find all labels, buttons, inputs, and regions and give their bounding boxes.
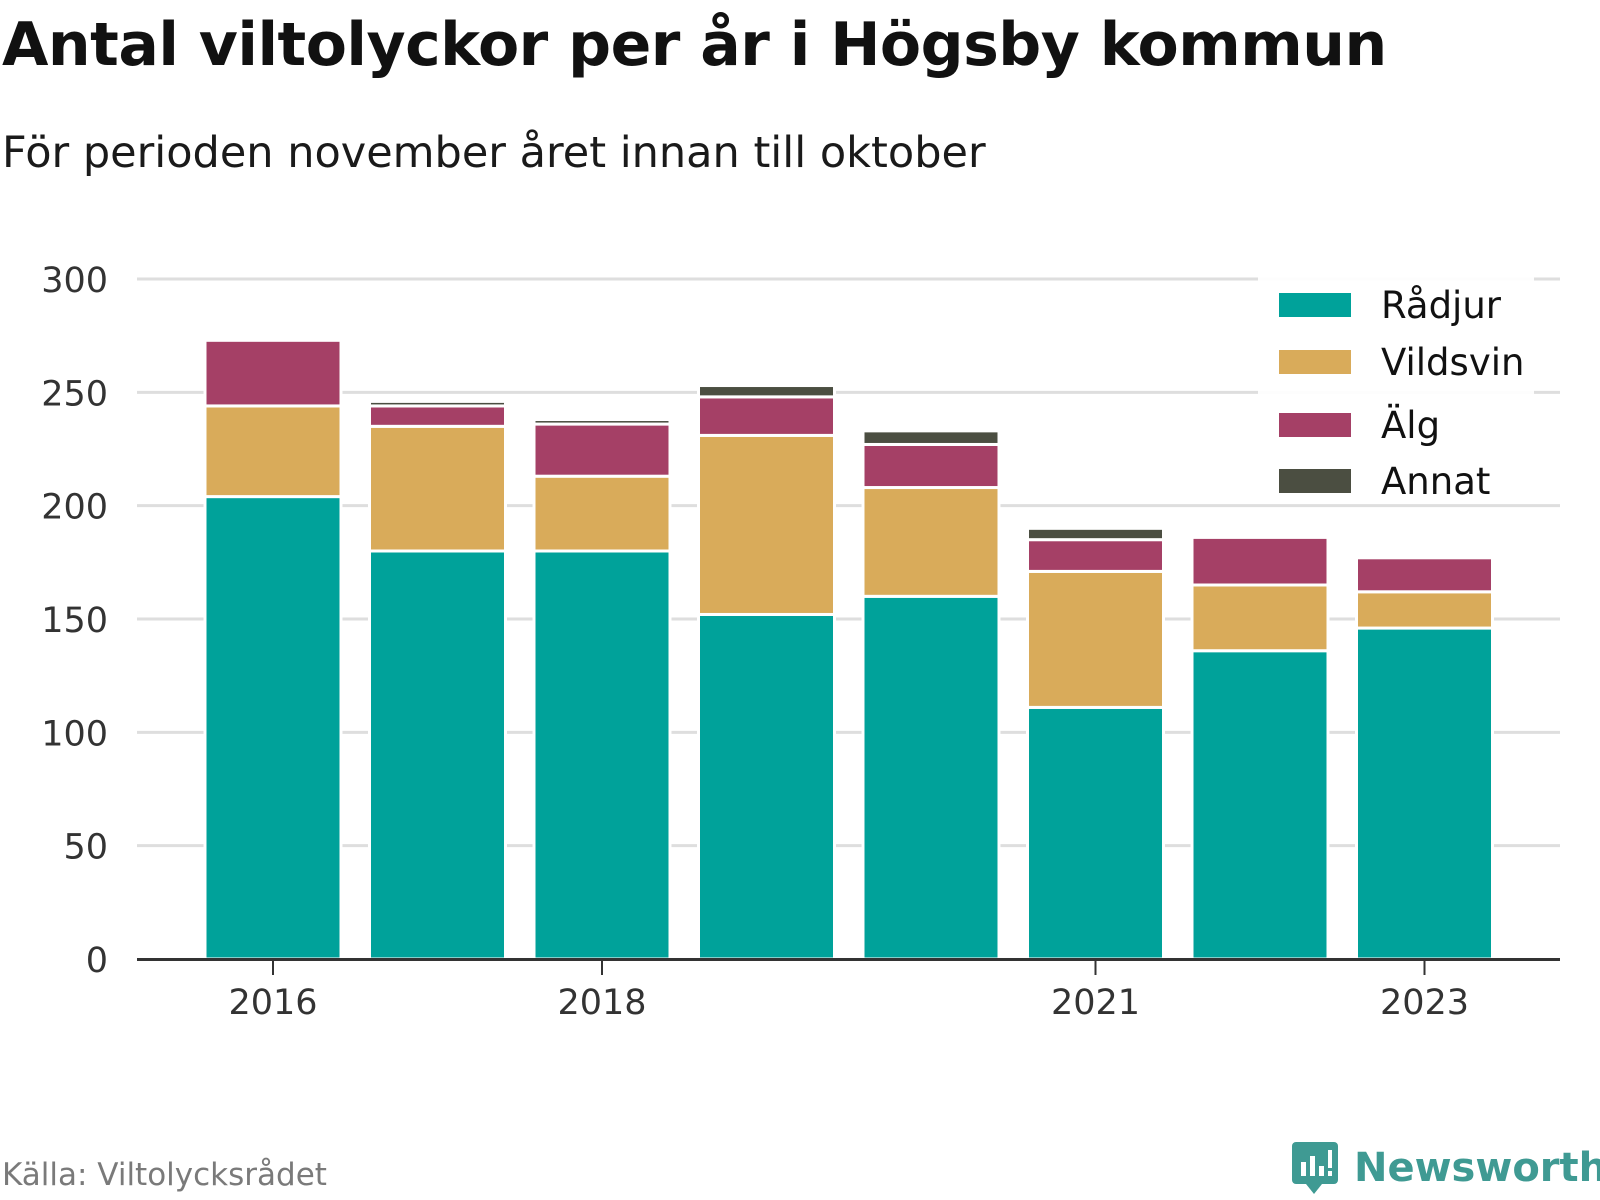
bar-segment	[1026, 569, 1165, 709]
bar-segment	[1355, 626, 1494, 961]
legend-swatch	[1279, 293, 1351, 317]
y-tick-label: 100	[41, 714, 108, 754]
y-tick-label: 150	[41, 601, 108, 641]
legend: Rådjur Vildsvin Älg Annat	[1258, 276, 1534, 504]
bar-segment	[1026, 526, 1165, 542]
bar-segment	[532, 549, 672, 961]
bar-segment	[1026, 538, 1165, 573]
chart-title: Antal viltolyckor per år i Högsby kommun	[2, 10, 1387, 80]
x-axis-ticks: 2016 2018 2021 2023	[228, 959, 1469, 1023]
bar-segment	[861, 442, 1001, 490]
bar-segment	[697, 384, 836, 399]
x-tick-label: 2021	[1051, 983, 1140, 1023]
bars	[203, 336, 1494, 961]
y-tick-label: 50	[63, 828, 108, 868]
y-tick-label: 200	[41, 488, 108, 528]
bar-segment	[368, 399, 507, 408]
bar-segment	[1355, 556, 1494, 594]
bar-segment	[203, 338, 343, 408]
bar-segment	[861, 429, 1001, 446]
bar-segment	[203, 336, 343, 342]
bar-segment	[697, 395, 836, 437]
x-tick-label: 2023	[1380, 983, 1469, 1023]
bar-segment	[1026, 705, 1165, 961]
legend-swatch	[1279, 469, 1351, 493]
chart-subtitle: För perioden november året innan till ok…	[2, 128, 986, 178]
bar-segment	[368, 424, 507, 553]
newsworthy-logo-icon	[1292, 1142, 1338, 1194]
legend-label: Älg	[1381, 404, 1440, 447]
y-tick-label: 0	[86, 941, 108, 981]
bar-segment	[1190, 535, 1330, 587]
bar-segment	[532, 422, 672, 478]
y-tick-label: 300	[41, 261, 108, 301]
y-tick-label: 250	[41, 374, 108, 414]
legend-label: Vildsvin	[1381, 341, 1524, 384]
bar-segment	[861, 486, 1001, 598]
bar-segment	[1190, 649, 1330, 961]
source-note: Källa: Viltolycksrådet	[2, 1157, 327, 1193]
bar-segment	[697, 612, 836, 961]
bar-segment	[861, 594, 1001, 961]
bar-segment	[368, 549, 507, 961]
bar-segment	[203, 404, 343, 499]
stacked-bar-chart: 0 50 100 150 200 250 300 2016 2018 2021 2023 Rådj…	[41, 261, 1560, 1023]
bar-segment	[697, 433, 836, 616]
x-tick-label: 2016	[228, 983, 317, 1023]
bar-segment	[203, 495, 343, 961]
brand-logo: Newsworthy	[1290, 1140, 1600, 1196]
bar-segment	[368, 404, 507, 428]
brand-name: Newsworthy	[1354, 1145, 1600, 1191]
bar-segment	[1190, 583, 1330, 653]
y-axis-ticks: 0 50 100 150 200 250 300	[41, 261, 108, 981]
bar-segment	[532, 474, 672, 553]
x-tick-label: 2018	[557, 983, 646, 1023]
legend-swatch	[1279, 350, 1351, 374]
legend-label: Rådjur	[1381, 284, 1502, 327]
legend-label: Annat	[1381, 460, 1490, 503]
legend-swatch	[1279, 413, 1351, 437]
bar-segment	[1355, 590, 1494, 630]
bar-segment	[532, 418, 672, 426]
